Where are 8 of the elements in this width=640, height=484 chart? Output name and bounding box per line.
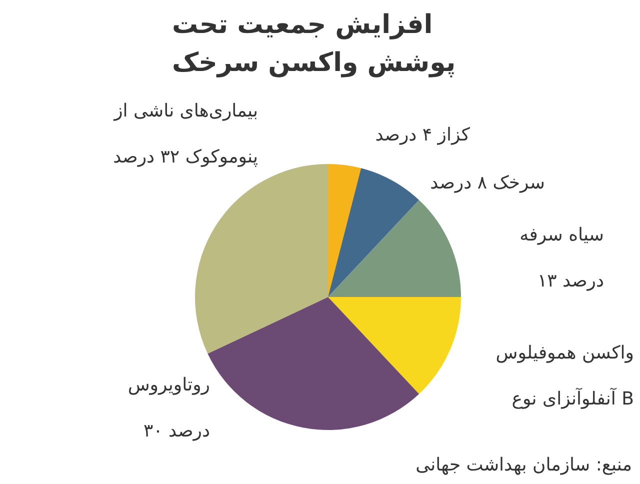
slice-label: سرخک ۸ درصد — [430, 172, 545, 194]
chart-title: افزایش جمعیت تحت پوشش واکسن سرخک — [172, 10, 456, 78]
category-label: سیاه سرفه ۱۳ درصد — [520, 224, 604, 292]
category-label: واکسن هموفیلوس آنفلوآنزای نوع B — [496, 342, 634, 410]
category-label: روتاویروس ۳۰ درصد — [128, 374, 210, 442]
text: منبع: سازمان بهداشت جهانی — [416, 454, 632, 476]
slice-label: کزاز ۴ درصد — [375, 124, 470, 146]
category-label: بیماری‌های ناشی از پنوموکوک ۳۲ درصد — [113, 100, 258, 168]
